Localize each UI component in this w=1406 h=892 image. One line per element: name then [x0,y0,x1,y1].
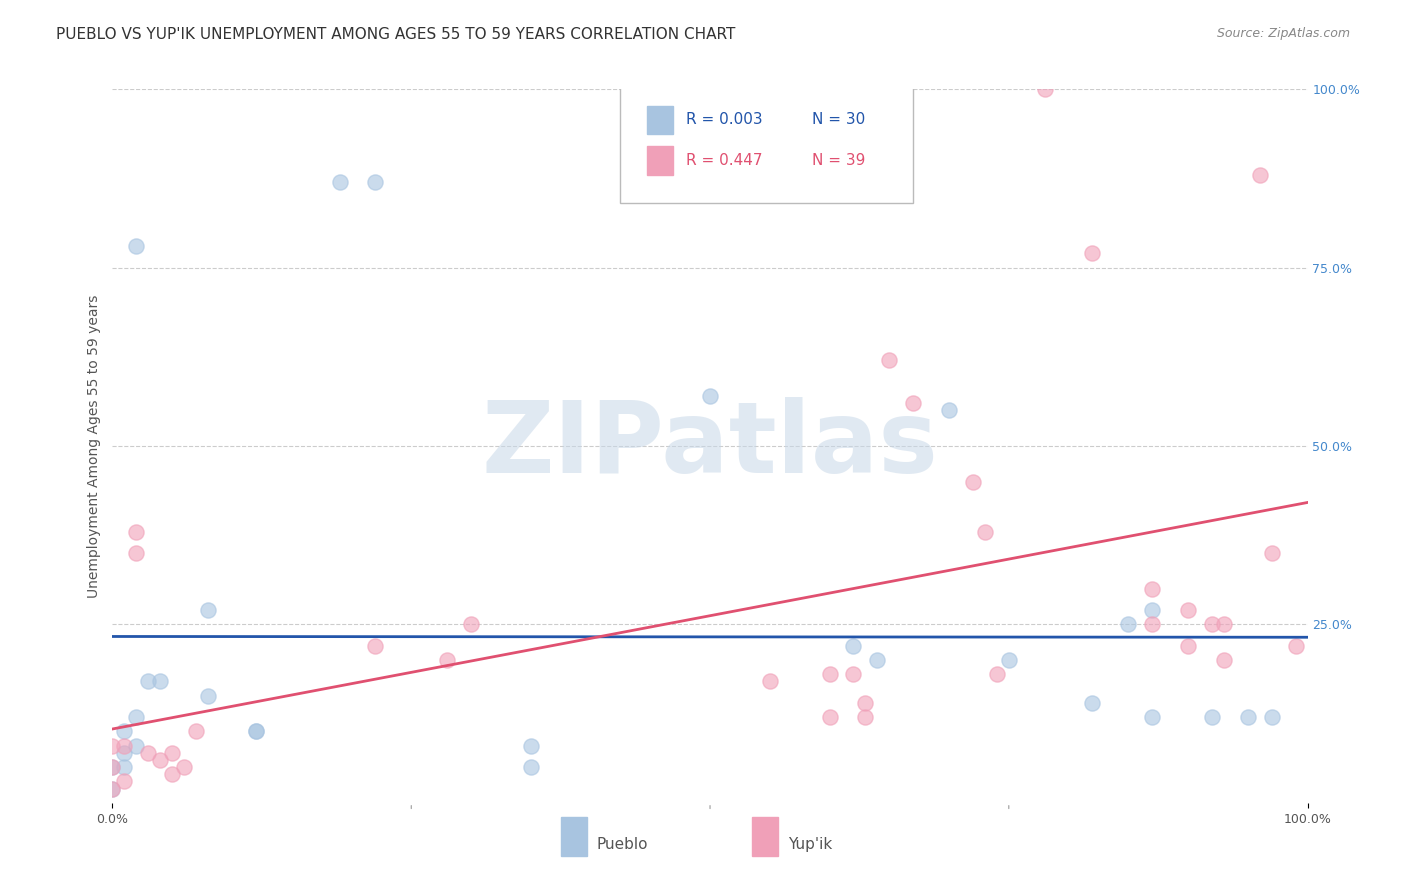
Text: Source: ZipAtlas.com: Source: ZipAtlas.com [1216,27,1350,40]
Point [101,781,124,796]
Point [364,639,387,653]
Point [101,739,124,753]
Point [818,710,841,724]
Bar [752,817,778,856]
Point [114,746,135,760]
Point [138,674,160,689]
Point [879,353,901,368]
Point [1033,82,1056,96]
Point [101,760,124,774]
Y-axis label: Unemployment Among Ages 55 to 59 years: Unemployment Among Ages 55 to 59 years [87,294,101,598]
Text: R = 0.003: R = 0.003 [686,112,762,128]
Point [125,239,148,253]
Point [855,696,877,710]
Point [162,767,183,781]
Point [842,639,865,653]
Text: ZIPatlas: ZIPatlas [482,398,938,494]
Point [1081,696,1104,710]
Point [138,746,160,760]
Point [460,617,482,632]
Point [855,710,877,724]
Point [998,653,1021,667]
Point [842,667,865,681]
Point [1261,546,1284,560]
Point [1142,617,1164,632]
Text: N = 30: N = 30 [811,112,865,128]
Point [1142,582,1164,596]
Point [197,603,219,617]
Point [329,175,352,189]
Point [364,175,387,189]
Point [818,667,841,681]
Bar [561,817,586,856]
Point [1261,710,1284,724]
Point [974,524,997,539]
Point [962,475,984,489]
FancyBboxPatch shape [620,86,914,203]
Point [125,710,148,724]
Point [186,724,208,739]
Text: Yup'ik: Yup'ik [787,837,832,852]
Point [125,524,148,539]
Bar [647,146,673,175]
Point [1118,617,1140,632]
Point [1142,603,1164,617]
Text: Pueblo: Pueblo [596,837,648,852]
Bar [647,105,673,134]
Point [173,760,195,774]
Point [1213,617,1236,632]
Point [1201,617,1223,632]
Point [1237,710,1260,724]
Point [1201,710,1223,724]
Point [1213,653,1236,667]
Point [903,396,925,410]
Point [114,760,135,774]
Point [436,653,458,667]
Text: R = 0.447: R = 0.447 [686,153,762,168]
Point [125,546,148,560]
Point [114,774,135,789]
Point [149,674,172,689]
Point [197,689,219,703]
Point [149,753,172,767]
Point [1177,639,1199,653]
Point [1249,168,1271,182]
Point [245,724,267,739]
Point [114,739,135,753]
Point [1081,246,1104,260]
Point [866,653,889,667]
Point [520,760,543,774]
Point [520,739,543,753]
Text: N = 39: N = 39 [811,153,865,168]
Text: PUEBLO VS YUP'IK UNEMPLOYMENT AMONG AGES 55 TO 59 YEARS CORRELATION CHART: PUEBLO VS YUP'IK UNEMPLOYMENT AMONG AGES… [56,27,735,42]
Point [101,760,124,774]
Point [1177,603,1199,617]
Point [1142,710,1164,724]
Point [759,674,782,689]
Point [245,724,267,739]
Point [114,724,135,739]
Point [938,403,960,417]
Point [101,781,124,796]
Point [162,746,183,760]
Point [699,389,721,403]
Point [1285,639,1308,653]
Point [986,667,1008,681]
Point [125,739,148,753]
